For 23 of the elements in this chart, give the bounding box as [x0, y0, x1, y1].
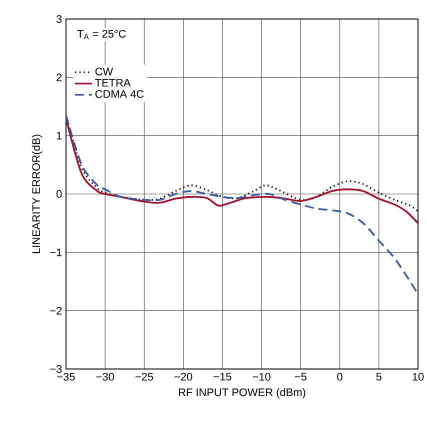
annotation: T$_{A}$ = 25°C	[77, 30, 126, 40]
y-tick-label: 2	[56, 74, 62, 82]
x-tick-label: −10	[252, 372, 270, 381]
y-tick-label: −2	[50, 306, 62, 314]
y-axis-title: LINEARITY ERROR(dB)	[32, 134, 42, 254]
y-tick-label: −1	[50, 248, 62, 256]
x-tick-label: −25	[135, 372, 154, 381]
y-tick-label: 3	[56, 15, 62, 23]
x-tick-label: −35	[57, 372, 75, 381]
legend-label: TETRA	[95, 78, 131, 87]
legend-label: CW	[95, 68, 114, 76]
x-tick-label: −15	[214, 372, 232, 380]
y-tick-label: −3	[50, 365, 62, 373]
x-tick-label: 0	[337, 372, 342, 381]
y-tick-label: 0	[56, 190, 62, 198]
x-tick-label: 10	[412, 372, 424, 381]
x-tick-label: −20	[174, 372, 192, 381]
legend-label: CDMA 4C	[95, 90, 144, 98]
x-tick-label: −30	[96, 372, 114, 381]
y-tick-label: 1	[56, 132, 62, 140]
x-tick-label: −5	[294, 372, 306, 380]
x-tick-label: 5	[376, 372, 382, 380]
x-axis-title: RF INPUT POWER (dBm)	[178, 388, 306, 398]
